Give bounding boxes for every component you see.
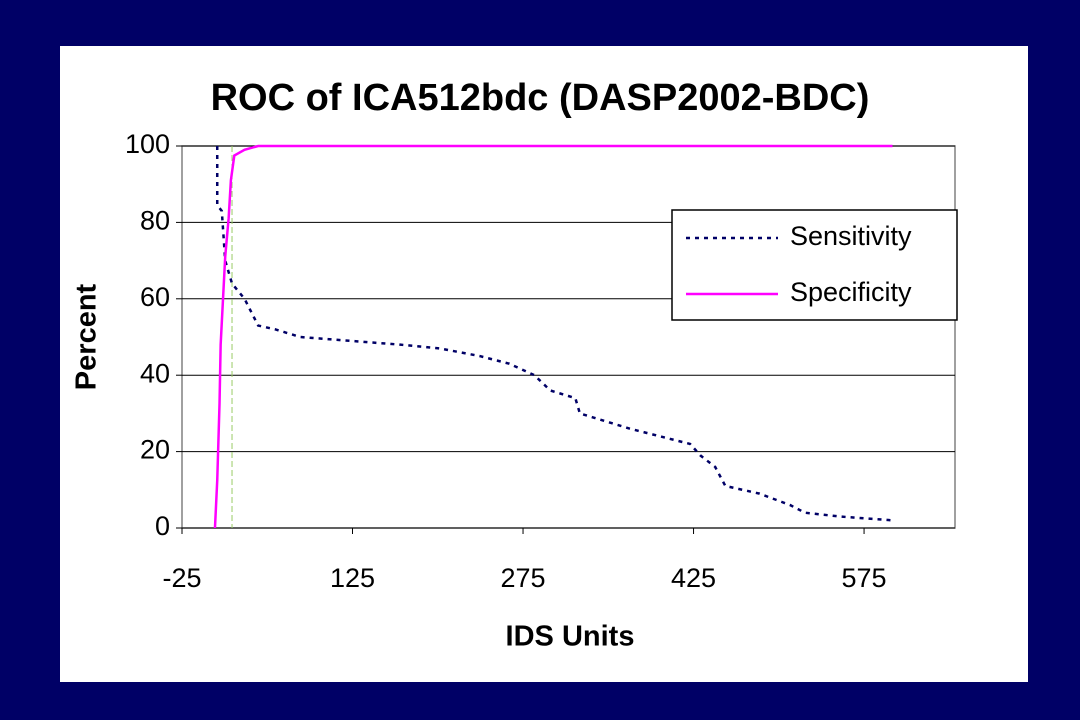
y-tick-label: 60 [140, 282, 170, 312]
x-tick-label: 575 [842, 563, 887, 593]
x-tick-label: -25 [162, 563, 201, 593]
y-tick-label: 100 [125, 129, 170, 159]
x-axis-title: IDS Units [506, 621, 635, 653]
legend-label: Sensitivity [790, 221, 912, 251]
legend-label: Specificity [790, 277, 912, 307]
y-tick-label: 80 [140, 206, 170, 236]
x-tick-label: 275 [500, 563, 545, 593]
x-tick-label: 425 [671, 563, 716, 593]
y-tick-label: 40 [140, 358, 170, 388]
y-tick-label: 20 [140, 435, 170, 465]
y-axis-title: Percent [71, 283, 103, 390]
legend-box [671, 209, 958, 321]
x-tick-label: 125 [330, 563, 375, 593]
plot-area [181, 145, 956, 529]
y-tick-label: 0 [155, 511, 170, 541]
series-line [213, 144, 893, 529]
chart-title: ROC of ICA512bdc (DASP2002-BDC) [211, 77, 870, 119]
